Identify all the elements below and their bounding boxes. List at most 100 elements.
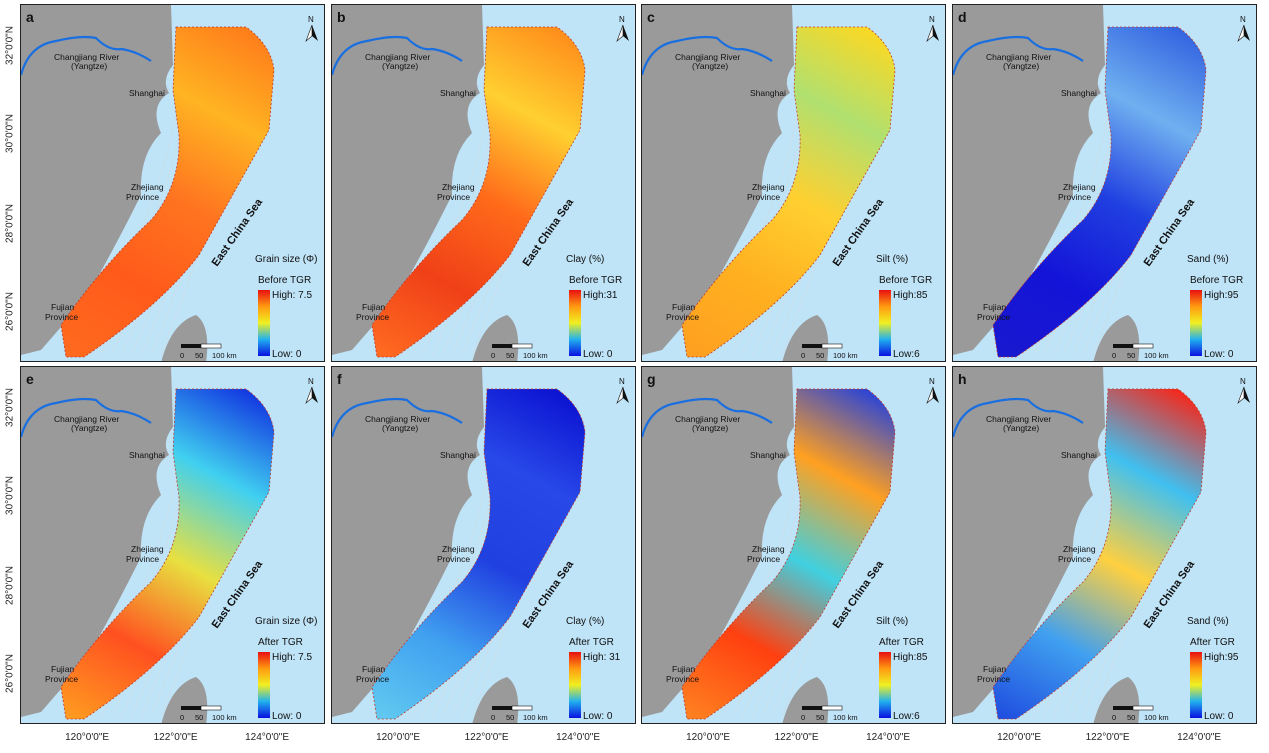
colorbar [258,652,270,718]
river-sublabel: (Yangtze) [382,61,418,71]
fujian-label: Fujian [362,664,385,674]
longitude-label: 120°0'0"E [376,732,421,743]
north-label: N [619,15,625,24]
scale-50: 50 [1127,351,1135,360]
scale-bar [492,344,512,348]
sediment-field-f [371,388,586,720]
north-arrow-icon [623,25,629,41]
mainland-china [953,367,1105,717]
zhejiang-label: Zhejiang [442,544,475,554]
scale-100km: 100 km [523,713,548,722]
longitude-label: 124°0'0"E [866,732,911,743]
zhejiang-label: Zhejiang [1063,182,1096,192]
longitude-label: 122°0'0"E [464,732,509,743]
legend-period: Before TGR [1190,275,1243,286]
scale-bar [802,706,822,710]
legend-variable: Silt (%) [876,254,908,265]
shanghai-label: Shanghai [750,88,786,98]
river-label: Changjiang River [986,52,1051,62]
scale-0: 0 [180,351,184,360]
taiwan-island [1093,677,1140,723]
scale-100km: 100 km [523,351,548,360]
fujian-province-label: Province [666,674,699,684]
changjiang-river [642,397,773,438]
scale-50: 50 [816,351,824,360]
changjiang-river [332,397,463,438]
zhejiang-province-label: Province [747,192,780,202]
fujian-province-label: Province [356,312,389,322]
longitude-label: 124°0'0"E [556,732,601,743]
map-panel-b: b Changjiang River (Yangtze) Shanghai Zhejia… [331,4,636,362]
legend-period: Before TGR [258,275,311,286]
colorbar-high: High:85 [893,290,928,301]
colorbar [569,290,581,356]
colorbar-low: Low:6 [893,711,920,722]
scale-100km: 100 km [833,351,858,360]
zhejiang-label: Zhejiang [1063,544,1096,554]
north-arrow-icon [933,387,939,403]
scale-50: 50 [1127,713,1135,722]
mainland-china [642,5,794,355]
scale-100km: 100 km [212,351,237,360]
taiwan-island [782,677,829,723]
river-label: Changjiang River [365,414,430,424]
scale-100km: 100 km [1144,713,1169,722]
scale-100km: 100 km [212,713,237,722]
river-sublabel: (Yangtze) [692,61,728,71]
fujian-label: Fujian [983,664,1006,674]
changjiang-river [21,35,152,76]
colorbar-high: High:31 [583,290,618,301]
river-label: Changjiang River [986,414,1051,424]
river-sublabel: (Yangtze) [1003,423,1039,433]
zhejiang-label: Zhejiang [752,544,785,554]
colorbar-high: High: 7.5 [272,290,312,301]
zhejiang-province-label: Province [126,554,159,564]
changjiang-river [642,35,773,76]
scale-100km: 100 km [833,713,858,722]
scale-0: 0 [1112,351,1116,360]
sediment-field-b [371,26,586,358]
colorbar-high: High:95 [1204,290,1239,301]
colorbar [879,290,891,356]
latitude-label: 32°0'0"N [4,388,16,427]
north-arrow-icon [1244,387,1250,403]
sediment-field-g [681,388,896,720]
taiwan-island [1093,315,1140,361]
longitude-label: 120°0'0"E [997,732,1042,743]
scale-bar [181,344,201,348]
longitude-label: 120°0'0"E [65,732,110,743]
fujian-label: Fujian [672,664,695,674]
river-label: Changjiang River [365,52,430,62]
scale-50: 50 [506,713,514,722]
changjiang-river [21,397,152,438]
map-panel-a: a Changjiang River (Yangtze) Shanghai Zhejia… [20,4,325,362]
panel-letter: b [337,9,346,25]
scale-0: 0 [180,713,184,722]
river-sublabel: (Yangtze) [71,61,107,71]
zhejiang-label: Zhejiang [131,544,164,554]
panel-letter: a [26,9,34,25]
colorbar-high: High: 7.5 [272,652,312,663]
shanghai-label: Shanghai [440,450,476,460]
panel-letter: d [958,9,967,25]
fujian-label: Fujian [51,664,74,674]
shanghai-label: Shanghai [129,450,165,460]
changjiang-river [332,35,463,76]
zhejiang-province-label: Province [126,192,159,202]
legend-variable: Grain size (Φ) [255,254,317,265]
longitude-label: 124°0'0"E [245,732,290,743]
legend-variable: Sand (%) [1187,254,1229,265]
river-sublabel: (Yangtze) [692,423,728,433]
fujian-label: Fujian [362,302,385,312]
shanghai-label: Shanghai [129,88,165,98]
scale-bar [181,706,201,710]
scale-0: 0 [801,713,805,722]
zhejiang-label: Zhejiang [131,182,164,192]
scale-0: 0 [491,713,495,722]
north-label: N [929,377,935,386]
mainland-china [642,367,794,717]
zhejiang-label: Zhejiang [442,182,475,192]
fujian-label: Fujian [983,302,1006,312]
zhejiang-province-label: Province [437,192,470,202]
colorbar-low: Low:6 [893,349,920,360]
